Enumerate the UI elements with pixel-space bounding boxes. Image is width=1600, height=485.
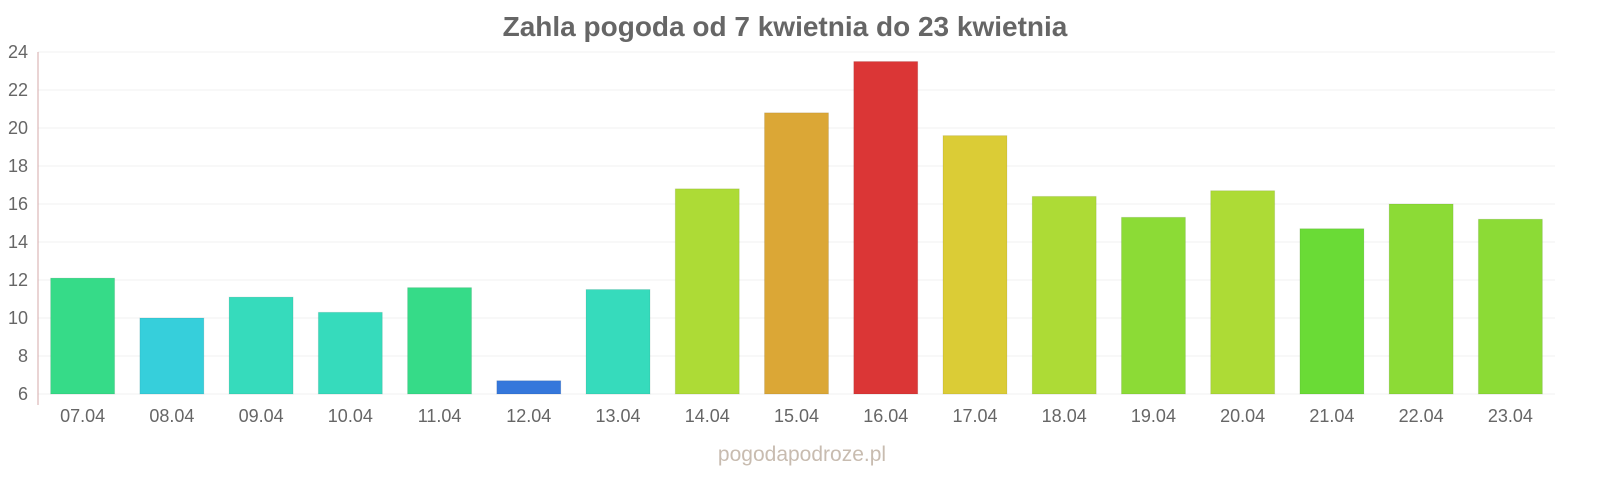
y-tick-label: 24 xyxy=(8,42,28,62)
bar-16.04 xyxy=(853,61,919,395)
bar-10.04 xyxy=(317,311,383,395)
y-tick-label: 12 xyxy=(8,270,28,290)
y-tick-label: 18 xyxy=(8,156,28,176)
x-tick-label: 12.04 xyxy=(506,406,551,426)
y-tick-label: 22 xyxy=(8,80,28,100)
bar-13.04 xyxy=(585,289,651,395)
x-tick-label: 23.04 xyxy=(1488,406,1533,426)
chart-title: Zahla pogoda od 7 kwietnia do 23 kwietni… xyxy=(503,11,1068,42)
bar-18.04 xyxy=(1031,195,1097,395)
x-tick-label: 19.04 xyxy=(1131,406,1176,426)
x-tick-label: 15.04 xyxy=(774,406,819,426)
bar-21.04 xyxy=(1299,228,1365,395)
bar-07.04 xyxy=(50,277,116,395)
x-tick-label: 21.04 xyxy=(1309,406,1354,426)
x-tick-label: 09.04 xyxy=(239,406,284,426)
bar-22.04 xyxy=(1388,203,1454,395)
y-tick-label: 10 xyxy=(8,308,28,328)
x-tick-label: 11.04 xyxy=(418,406,462,426)
bar-17.04 xyxy=(942,135,1008,395)
x-tick-label: 22.04 xyxy=(1399,406,1444,426)
x-tick-label: 18.04 xyxy=(1042,406,1087,426)
bar-15.04 xyxy=(764,112,829,395)
y-tick-label: 8 xyxy=(18,346,28,366)
y-tick-label: 20 xyxy=(8,118,28,138)
bar-20.04 xyxy=(1210,190,1276,395)
bar-23.04 xyxy=(1477,218,1543,395)
x-tick-label: 20.04 xyxy=(1220,406,1265,426)
bar-11.04 xyxy=(407,287,473,395)
y-tick-label: 14 xyxy=(8,232,28,252)
x-tick-label: 07.04 xyxy=(60,406,105,426)
bar-09.04 xyxy=(228,296,294,395)
x-tick-label: 10.04 xyxy=(328,406,373,426)
x-tick-label: 16.04 xyxy=(863,406,908,426)
bar-08.04 xyxy=(139,317,205,395)
watermark: pogodapodroze.pl xyxy=(718,443,886,466)
x-tick-label: 08.04 xyxy=(149,406,194,426)
bar-12.04 xyxy=(496,380,562,395)
x-tick-label: 17.04 xyxy=(952,406,997,426)
x-tick-label: 14.04 xyxy=(685,406,730,426)
y-tick-label: 16 xyxy=(8,194,28,214)
bar-19.04 xyxy=(1120,216,1186,395)
bar-14.04 xyxy=(674,188,740,395)
x-tick-label: 13.04 xyxy=(596,406,641,426)
y-tick-label: 6 xyxy=(18,384,28,404)
